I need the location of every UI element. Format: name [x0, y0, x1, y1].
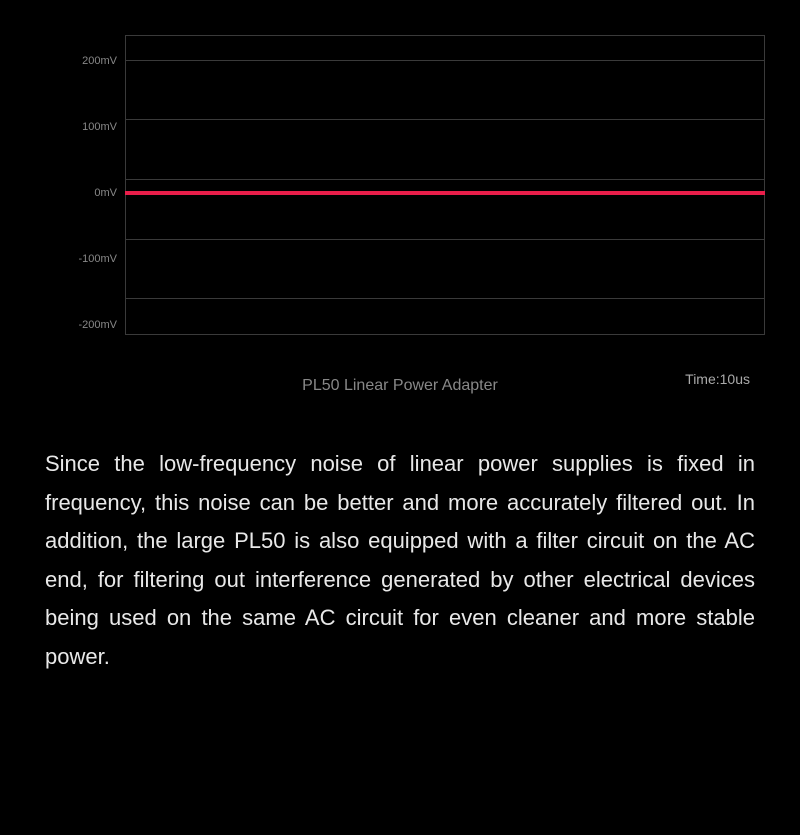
grid-line: [126, 239, 764, 240]
y-axis-label: -200mV: [78, 319, 117, 331]
grid-line: [126, 298, 764, 299]
y-axis-label: -100mV: [78, 253, 117, 265]
y-axis-label: 100mV: [82, 121, 117, 133]
y-axis-label: 0mV: [94, 187, 117, 199]
oscilloscope-chart: 200mV 100mV 0mV -100mV -200mV Time:10us: [85, 35, 765, 365]
signal-trace: [125, 191, 765, 195]
chart-caption: PL50 Linear Power Adapter: [0, 377, 800, 395]
grid-line: [126, 60, 764, 61]
grid-line: [126, 179, 764, 180]
description-text: Since the low-frequency noise of linear …: [45, 445, 755, 676]
y-axis-label: 200mV: [82, 55, 117, 67]
chart-grid: [125, 35, 765, 335]
grid-line: [126, 119, 764, 120]
time-axis-label: Time:10us: [685, 371, 750, 387]
